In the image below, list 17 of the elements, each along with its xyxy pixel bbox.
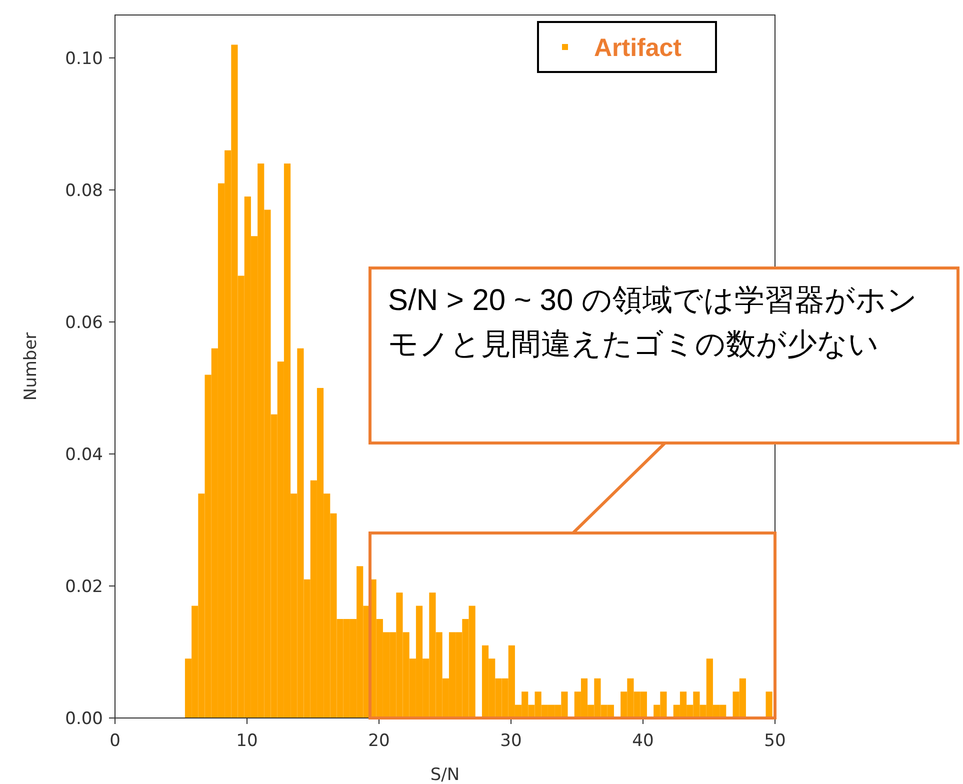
x-axis-title: S/N <box>430 765 460 784</box>
x-tick-label: 10 <box>236 731 258 751</box>
legend: Artifact <box>537 21 717 73</box>
y-axis-title: Number <box>21 332 41 401</box>
legend-label: Artifact <box>594 34 682 62</box>
y-tick-label: 0.06 <box>65 312 103 333</box>
y-tick-label: 0.10 <box>65 48 103 69</box>
y-tick-label: 0.00 <box>65 709 103 729</box>
y-tick-label: 0.02 <box>65 576 103 597</box>
x-tick-label: 0 <box>110 731 120 751</box>
annotation: S/N > 20 ~ 30 の領域では学習器がホンモノと見間違えたゴミの数が少ない <box>388 284 918 361</box>
y-tick-label: 0.08 <box>65 180 103 201</box>
y-tick-label: 0.04 <box>65 444 103 465</box>
x-tick-label: 50 <box>764 731 786 751</box>
x-tick-label: 40 <box>632 731 654 751</box>
x-tick-label: 20 <box>368 731 390 751</box>
x-tick-label: 30 <box>500 731 522 751</box>
